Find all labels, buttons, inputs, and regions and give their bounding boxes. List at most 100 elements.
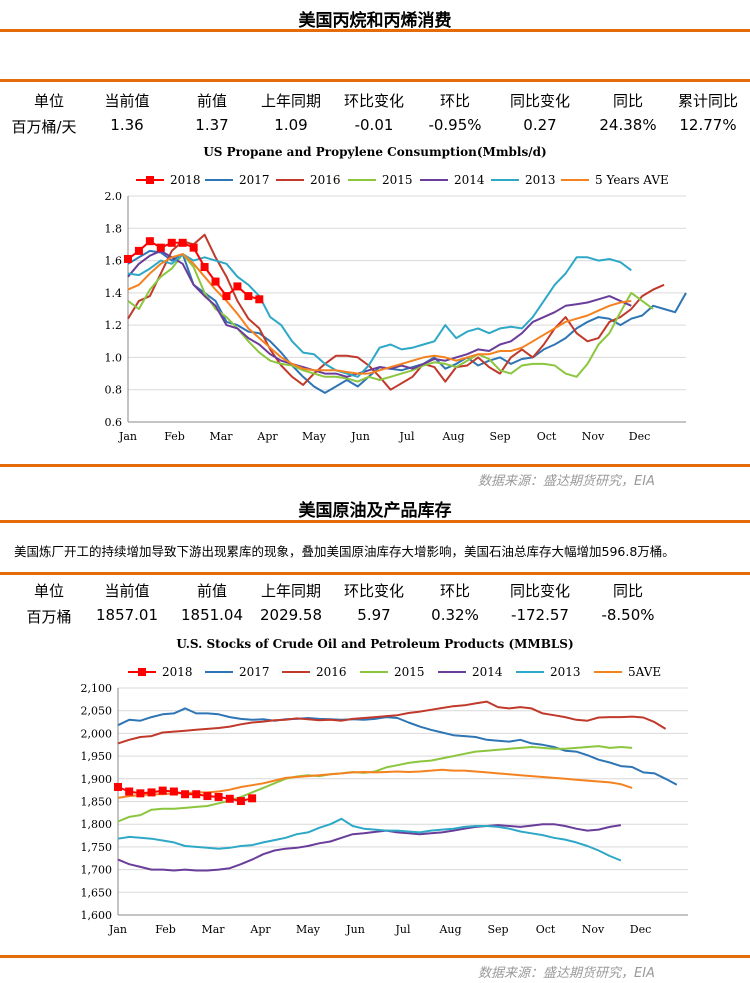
data-point-2018: [136, 789, 145, 798]
legend-label: 2016: [316, 665, 347, 679]
chart2-title: U.S. Stocks of Crude Oil and Petroleum P…: [176, 637, 574, 651]
legend-label: 2016: [310, 173, 341, 187]
stat-header: 同比变化: [509, 582, 570, 600]
stat-value: -172.57: [511, 606, 569, 624]
x-tick-label: Apr: [256, 430, 278, 443]
chart1-plot: 2018 2017 2016 2015 2014 2013 5 Years AVE 0.6 0.…: [105, 173, 687, 443]
data-point-2018: [211, 277, 220, 286]
stat-header: 上年同期: [260, 582, 321, 600]
data-point-2018: [222, 292, 231, 301]
legend-label: 2015: [394, 665, 425, 679]
x-tick-label: Jul: [394, 923, 410, 936]
legend-label: 2018: [162, 665, 193, 679]
y-tick-label: 1,850: [81, 796, 113, 809]
series-line-2016: [117, 700, 667, 745]
stat-value: -0.01: [354, 116, 394, 134]
data-point-2018: [147, 788, 156, 797]
stat-value: 0.32%: [431, 606, 479, 624]
y-tick-label: 1.6: [105, 255, 123, 268]
stat-header: 当前值: [104, 92, 150, 110]
y-tick-label: 1,950: [81, 750, 113, 763]
x-tick-label: Feb: [164, 430, 185, 443]
data-point-2018: [158, 786, 167, 795]
legend-label: 2013: [525, 173, 556, 187]
series-line-2013: [127, 253, 632, 378]
stat-header: 前值: [196, 92, 227, 110]
stat-value: -0.95%: [428, 116, 482, 134]
series-line-2015: [117, 745, 633, 823]
data-point-2018: [167, 238, 176, 247]
data-point-2018: [124, 254, 132, 263]
y-tick-label: 1,750: [81, 841, 113, 854]
data-point-2018: [169, 787, 178, 796]
stat-value: 1851.04: [180, 606, 244, 624]
section2-bottom-rule: [0, 955, 750, 958]
legend-label: 5AVE: [628, 665, 661, 679]
stat-value: 百万桶/天: [11, 118, 77, 136]
x-tick-label: Jan: [118, 430, 137, 443]
x-tick-label: Sep: [487, 923, 508, 936]
stat-header: 前值: [196, 582, 227, 600]
series-line-2017: [127, 249, 687, 394]
stat-value: 1.09: [274, 116, 308, 134]
legend-marker-2018: [146, 176, 154, 184]
y-tick-label: 1.2: [105, 319, 123, 332]
stat-value: 1857.01: [95, 606, 159, 624]
stat-header: 累计同比: [677, 92, 738, 110]
series-line-5-years-ave: [127, 253, 632, 375]
data-point-2018: [114, 782, 122, 791]
section1-stats-header-row: 单位 当前值 前值 上年同期 环比变化 环比 同比变化 同比 累计同比: [0, 90, 750, 112]
section2-stats-header-row: 单位 当前值 前值 上年同期 环比变化 环比 同比变化 同比: [0, 580, 750, 602]
section1-stats-rule: [0, 79, 750, 82]
data-point-2018: [200, 263, 209, 272]
y-tick-label: 1.0: [105, 351, 123, 364]
stat-header: 单位: [33, 92, 64, 110]
stat-header: 环比变化: [343, 92, 404, 110]
legend-label: 2018: [170, 173, 201, 187]
x-tick-label: May: [302, 430, 327, 443]
stat-header: 环比变化: [343, 582, 404, 600]
x-tick-label: Nov: [582, 923, 605, 936]
x-tick-label: May: [296, 923, 321, 936]
x-tick-label: Nov: [582, 430, 605, 443]
stat-header: 同比: [612, 92, 643, 110]
source2-text: 数据来源：盛达期货研究，EIA: [478, 966, 655, 981]
section2-stats-value-row: 百万桶 1857.01 1851.04 2029.58 5.97 0.32% -…: [0, 606, 750, 628]
x-tick-label: Mar: [209, 430, 233, 443]
x-tick-label: Oct: [537, 430, 557, 443]
stat-value: 百万桶: [26, 608, 72, 626]
series-line-2014: [127, 249, 632, 378]
y-tick-label: 2,100: [81, 682, 113, 695]
legend-label: 2017: [239, 173, 270, 187]
y-tick-label: 1.8: [105, 222, 123, 235]
section1-stats-value-row: 百万桶/天 1.36 1.37 1.09 -0.01 -0.95% 0.27 2…: [0, 116, 750, 138]
legend-label: 2014: [472, 665, 503, 679]
series-line-2013: [117, 817, 622, 862]
data-point-2018: [192, 790, 201, 799]
data-point-2018: [134, 246, 143, 255]
y-tick-label: 1,900: [81, 773, 113, 786]
chart2-plot: 2018 2017 2016 2015 2014 2013 5AVE 1,600 1,650 1,…: [81, 665, 688, 936]
stat-value: 12.77%: [679, 116, 737, 134]
x-tick-label: Jun: [350, 430, 370, 443]
chart1-title: US Propane and Propylene Consumption(Mmb…: [203, 145, 547, 159]
stat-header: 同比变化: [509, 92, 570, 110]
y-tick-label: 1,650: [81, 886, 113, 899]
x-tick-label: Sep: [489, 430, 510, 443]
data-point-2018: [255, 295, 264, 304]
data-point-2018: [189, 243, 198, 252]
x-tick-label: Oct: [536, 923, 556, 936]
data-point-2018: [236, 797, 245, 806]
stat-header: 当前值: [104, 582, 150, 600]
stat-value: 24.38%: [599, 116, 657, 134]
x-tick-label: Jun: [345, 923, 365, 936]
stat-value: 1.37: [195, 116, 229, 134]
x-tick-label: Mar: [201, 923, 225, 936]
section2-title: 美国原油及产品库存: [298, 501, 452, 521]
stat-value: 0.27: [523, 116, 557, 134]
y-tick-label: 1,800: [81, 818, 113, 831]
y-tick-label: 0.6: [105, 416, 123, 429]
legend-label: 2014: [454, 173, 485, 187]
data-point-2018: [244, 292, 253, 301]
series-line-2017: [117, 707, 678, 786]
